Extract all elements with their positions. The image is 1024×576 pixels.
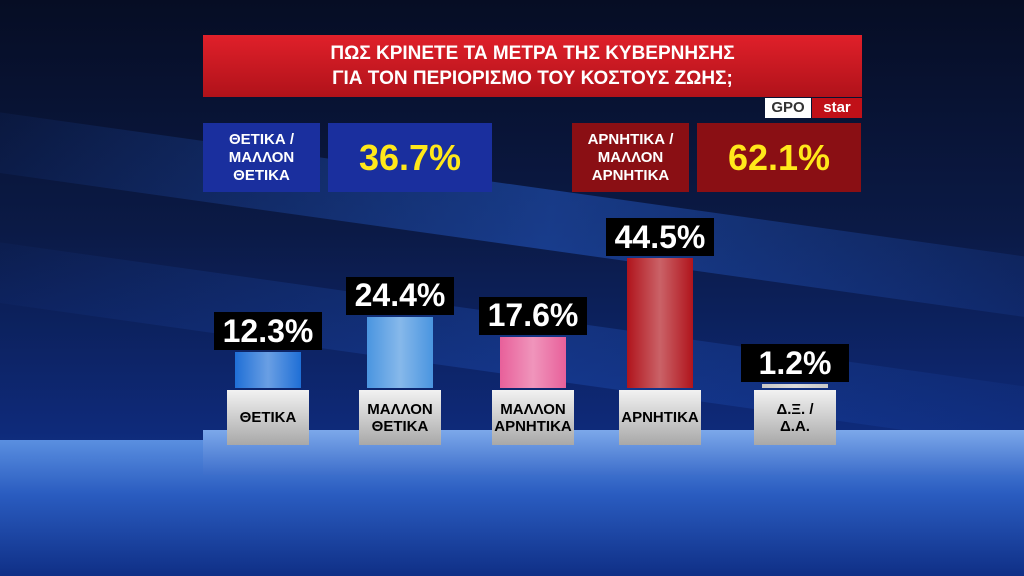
bar (367, 316, 433, 388)
bar (762, 384, 828, 388)
title-line: ΠΩΣ ΚΡΙΝΕΤΕ ΤΑ ΜΕΤΡΑ ΤΗΣ ΚΥΒΕΡΝΗΣΗΣ (330, 43, 735, 64)
category-label: Δ.Ξ. / Δ.Α. (754, 390, 836, 445)
value-label: 12.3% (214, 312, 322, 351)
summary-value: 62.1% (697, 123, 861, 192)
bar (235, 352, 301, 388)
title-line: ΓΙΑ ΤΟΝ ΠΕΡΙΟΡΙΣΜΟ ΤΟΥ ΚΟΣΤΟΥΣ ΖΩΗΣ; (332, 68, 733, 89)
value-label: 1.2% (741, 344, 849, 383)
category-label: ΑΡΝΗΤΙΚΑ (619, 390, 701, 445)
value-label: 44.5% (606, 218, 714, 257)
category-label: ΘΕΤΙΚΑ (227, 390, 309, 445)
category-label: ΜΑΛΛΟΝ ΘΕΤΙΚΑ (359, 390, 441, 445)
value-label: 17.6% (479, 296, 587, 335)
summary-label: ΘΕΤΙΚΑ / ΜΑΛΛΟΝ ΘΕΤΙΚΑ (203, 123, 320, 192)
logo-star: star (812, 98, 862, 118)
bar (500, 336, 566, 388)
category-label: ΜΑΛΛΟΝ ΑΡΝΗΤΙΚΑ (492, 390, 574, 445)
logo-gpo: GPO (765, 98, 811, 118)
summary-value: 36.7% (328, 123, 492, 192)
plinth (203, 430, 1024, 475)
title-banner: ΠΩΣ ΚΡΙΝΕΤΕ ΤΑ ΜΕΤΡΑ ΤΗΣ ΚΥΒΕΡΝΗΣΗΣ ΓΙΑ … (203, 35, 862, 97)
summary-label: ΑΡΝΗΤΙΚΑ / ΜΑΛΛΟΝ ΑΡΝΗΤΙΚΑ (572, 123, 689, 192)
bar (627, 258, 693, 388)
value-label: 24.4% (346, 276, 454, 315)
